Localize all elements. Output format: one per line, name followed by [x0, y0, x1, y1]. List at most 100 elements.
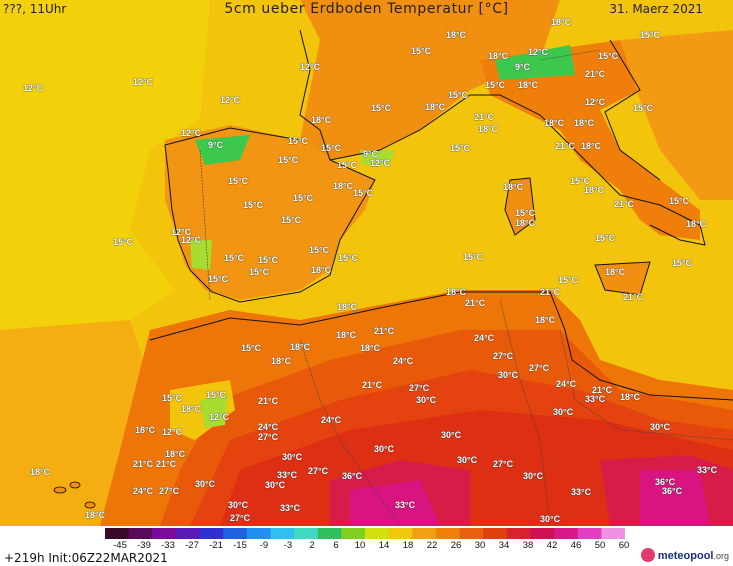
temperature-label: 18°C: [551, 17, 572, 27]
temperature-label: 33°C: [697, 465, 718, 475]
temperature-label: 15°C: [595, 233, 616, 243]
scale-swatch: [388, 528, 413, 539]
atlantic-south: [0, 320, 150, 526]
temperature-label: 24°C: [474, 333, 495, 343]
temperature-label: 18°C: [165, 449, 186, 459]
scale-swatch: [128, 528, 153, 539]
temperature-label: 15°C: [485, 80, 506, 90]
temperature-label: 12°C: [528, 47, 549, 57]
scale-swatch: [365, 528, 390, 539]
scale-swatch: [105, 528, 130, 539]
temperature-label: 18°C: [311, 115, 332, 125]
map-title: 5cm ueber Erdboden Temperatur [°C]: [224, 1, 509, 17]
temperature-label: 30°C: [195, 479, 216, 489]
temperature-label: 12°C: [133, 77, 154, 87]
land-iberia: [165, 125, 375, 300]
temperature-label: 18°C: [584, 185, 605, 195]
zone-36-east: [640, 470, 710, 526]
temperature-label: 15°C: [321, 143, 342, 153]
temperature-label: 30°C: [265, 480, 286, 490]
color-scale: [105, 528, 625, 539]
temperature-label: 12°C: [23, 83, 44, 93]
land-france: [300, 0, 560, 160]
scale-swatch: [435, 528, 461, 539]
temperature-label: 15°C: [570, 176, 591, 186]
temperature-label: 21°C: [374, 326, 395, 336]
scale-tick-label: 2: [309, 540, 315, 551]
zone-36: [350, 480, 440, 526]
temperature-label: 27°C: [529, 363, 550, 373]
temperature-label: 18°C: [271, 356, 292, 366]
scale-swatch: [483, 528, 508, 539]
temperature-label: 15°C: [162, 393, 183, 403]
scale-swatch: [577, 528, 602, 539]
scale-swatch: [175, 528, 201, 539]
scale-tick-label: 34: [498, 540, 510, 551]
scale-tick-label: 30: [474, 540, 486, 551]
temperature-label: 15°C: [278, 155, 299, 165]
temperature-label: 33°C: [395, 500, 416, 510]
temperature-label: 21°C: [156, 459, 177, 469]
temperature-label: 18°C: [535, 315, 556, 325]
scale-swatch: [601, 528, 625, 539]
temperature-label: 27°C: [230, 513, 251, 523]
temperature-label: 15°C: [224, 253, 245, 263]
scale-tick-label: 22: [426, 540, 438, 551]
temperature-label: 18°C: [574, 118, 595, 128]
temperature-label: 9°C: [515, 62, 531, 72]
temperature-label: 15°C: [371, 103, 392, 113]
temperature-label: 15°C: [243, 200, 264, 210]
scale-tick-label: -9: [259, 540, 269, 551]
temperature-label: 18°C: [478, 124, 499, 134]
scale-swatch: [341, 528, 366, 539]
borders: [199, 49, 733, 526]
temperature-label: 21°C: [585, 69, 606, 79]
temperature-label: 27°C: [409, 383, 430, 393]
temperature-label: 27°C: [159, 486, 180, 496]
temperature-label: 15°C: [241, 343, 262, 353]
island-sicily: [595, 262, 650, 295]
temperature-label: 30°C: [282, 452, 303, 462]
scale-tick-label: -33: [161, 540, 175, 551]
temperature-label: 18°C: [605, 267, 626, 277]
temperature-label: 33°C: [571, 487, 592, 497]
scale-tick-label: -39: [137, 540, 151, 551]
temperature-label: 15°C: [448, 90, 469, 100]
scale-swatch: [506, 528, 531, 539]
temperature-label: 18°C: [135, 425, 156, 435]
land-italy: [480, 40, 700, 240]
temperature-label: 30°C: [228, 500, 249, 510]
scale-tick-label: 42: [546, 540, 558, 551]
temperature-label: 18°C: [181, 404, 202, 414]
temperature-label: 18°C: [360, 343, 381, 353]
logo-suffix: .org: [713, 551, 729, 561]
canary-islands: [53, 481, 96, 509]
temperature-label: 18°C: [425, 102, 446, 112]
scale-tick-label: 26: [450, 540, 462, 551]
temperature-label: 21°C: [623, 292, 644, 302]
temperature-label: 18°C: [515, 218, 536, 228]
temperature-label: 12°C: [181, 235, 202, 245]
temperature-label: 18°C: [581, 141, 602, 151]
temperature-label: 21°C: [540, 287, 561, 297]
temperature-label: 30°C: [457, 455, 478, 465]
scale-swatch: [459, 528, 484, 539]
temperature-label: 24°C: [393, 356, 414, 366]
scale-tick-label: 50: [594, 540, 606, 551]
temperature-label: 12°C: [220, 95, 241, 105]
temperature-label: 30°C: [650, 422, 671, 432]
meteopool-logo[interactable]: meteopool.org: [640, 548, 729, 562]
temperature-label: 18°C: [85, 510, 106, 520]
scale-swatch: [223, 528, 248, 539]
scale-tick-label: 46: [570, 540, 582, 551]
temperature-label: 15°C: [309, 245, 330, 255]
temperature-label: 30°C: [374, 444, 395, 454]
temperature-map: [0, 0, 733, 526]
temperature-label: 27°C: [308, 466, 329, 476]
temperature-label: 30°C: [416, 395, 437, 405]
temperature-label: 18°C: [311, 265, 332, 275]
temperature-label: 21°C: [592, 385, 613, 395]
temperature-label: 30°C: [540, 514, 561, 524]
temperature-label: 12°C: [209, 412, 230, 422]
scale-swatch: [294, 528, 319, 539]
